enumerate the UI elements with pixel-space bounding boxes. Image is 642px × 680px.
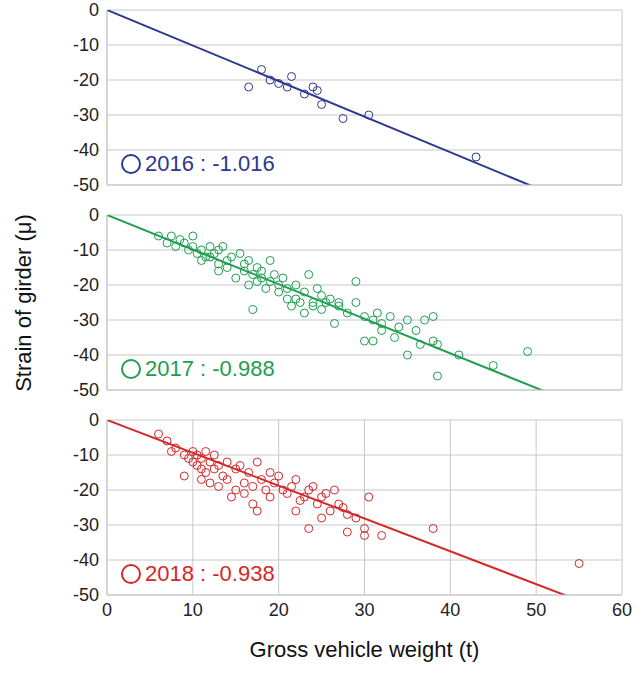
svg-text:30: 30 (354, 600, 374, 620)
svg-text:-10: -10 (73, 240, 99, 260)
svg-text:50: 50 (526, 600, 546, 620)
svg-text:0: 0 (89, 0, 99, 20)
svg-text:-40: -40 (73, 550, 99, 570)
svg-text:-30: -30 (73, 310, 99, 330)
html-text:Strain of girder (μ): Strain of girder (μ) (11, 213, 36, 392)
svg-text:-20: -20 (73, 70, 99, 90)
html-text:2016 : -1.016: 2016 : -1.016 (145, 151, 275, 176)
svg-text:-40: -40 (73, 345, 99, 365)
svg-text:-30: -30 (73, 105, 99, 125)
svg-text:-30: -30 (73, 515, 99, 535)
svg-text:-40: -40 (73, 140, 99, 160)
svg-text:20: 20 (269, 600, 289, 620)
html-text:Gross vehicle weight (t): Gross vehicle weight (t) (249, 637, 480, 662)
svg-text:0: 0 (89, 410, 99, 430)
svg-text:60: 60 (612, 600, 632, 620)
svg-text:-20: -20 (73, 480, 99, 500)
svg-text:10: 10 (183, 600, 203, 620)
svg-text:0: 0 (89, 205, 99, 225)
svg-text:-50: -50 (73, 380, 99, 400)
svg-text:-10: -10 (73, 445, 99, 465)
svg-text:0: 0 (102, 600, 112, 620)
svg-text:-50: -50 (73, 585, 99, 605)
svg-text:-50: -50 (73, 175, 99, 195)
html-text:2017 : -0.988: 2017 : -0.988 (145, 356, 275, 381)
svg-text:-10: -10 (73, 35, 99, 55)
svg-text:-20: -20 (73, 275, 99, 295)
svg-text:40: 40 (440, 600, 460, 620)
html-text:2018 : -0.938: 2018 : -0.938 (145, 561, 275, 586)
